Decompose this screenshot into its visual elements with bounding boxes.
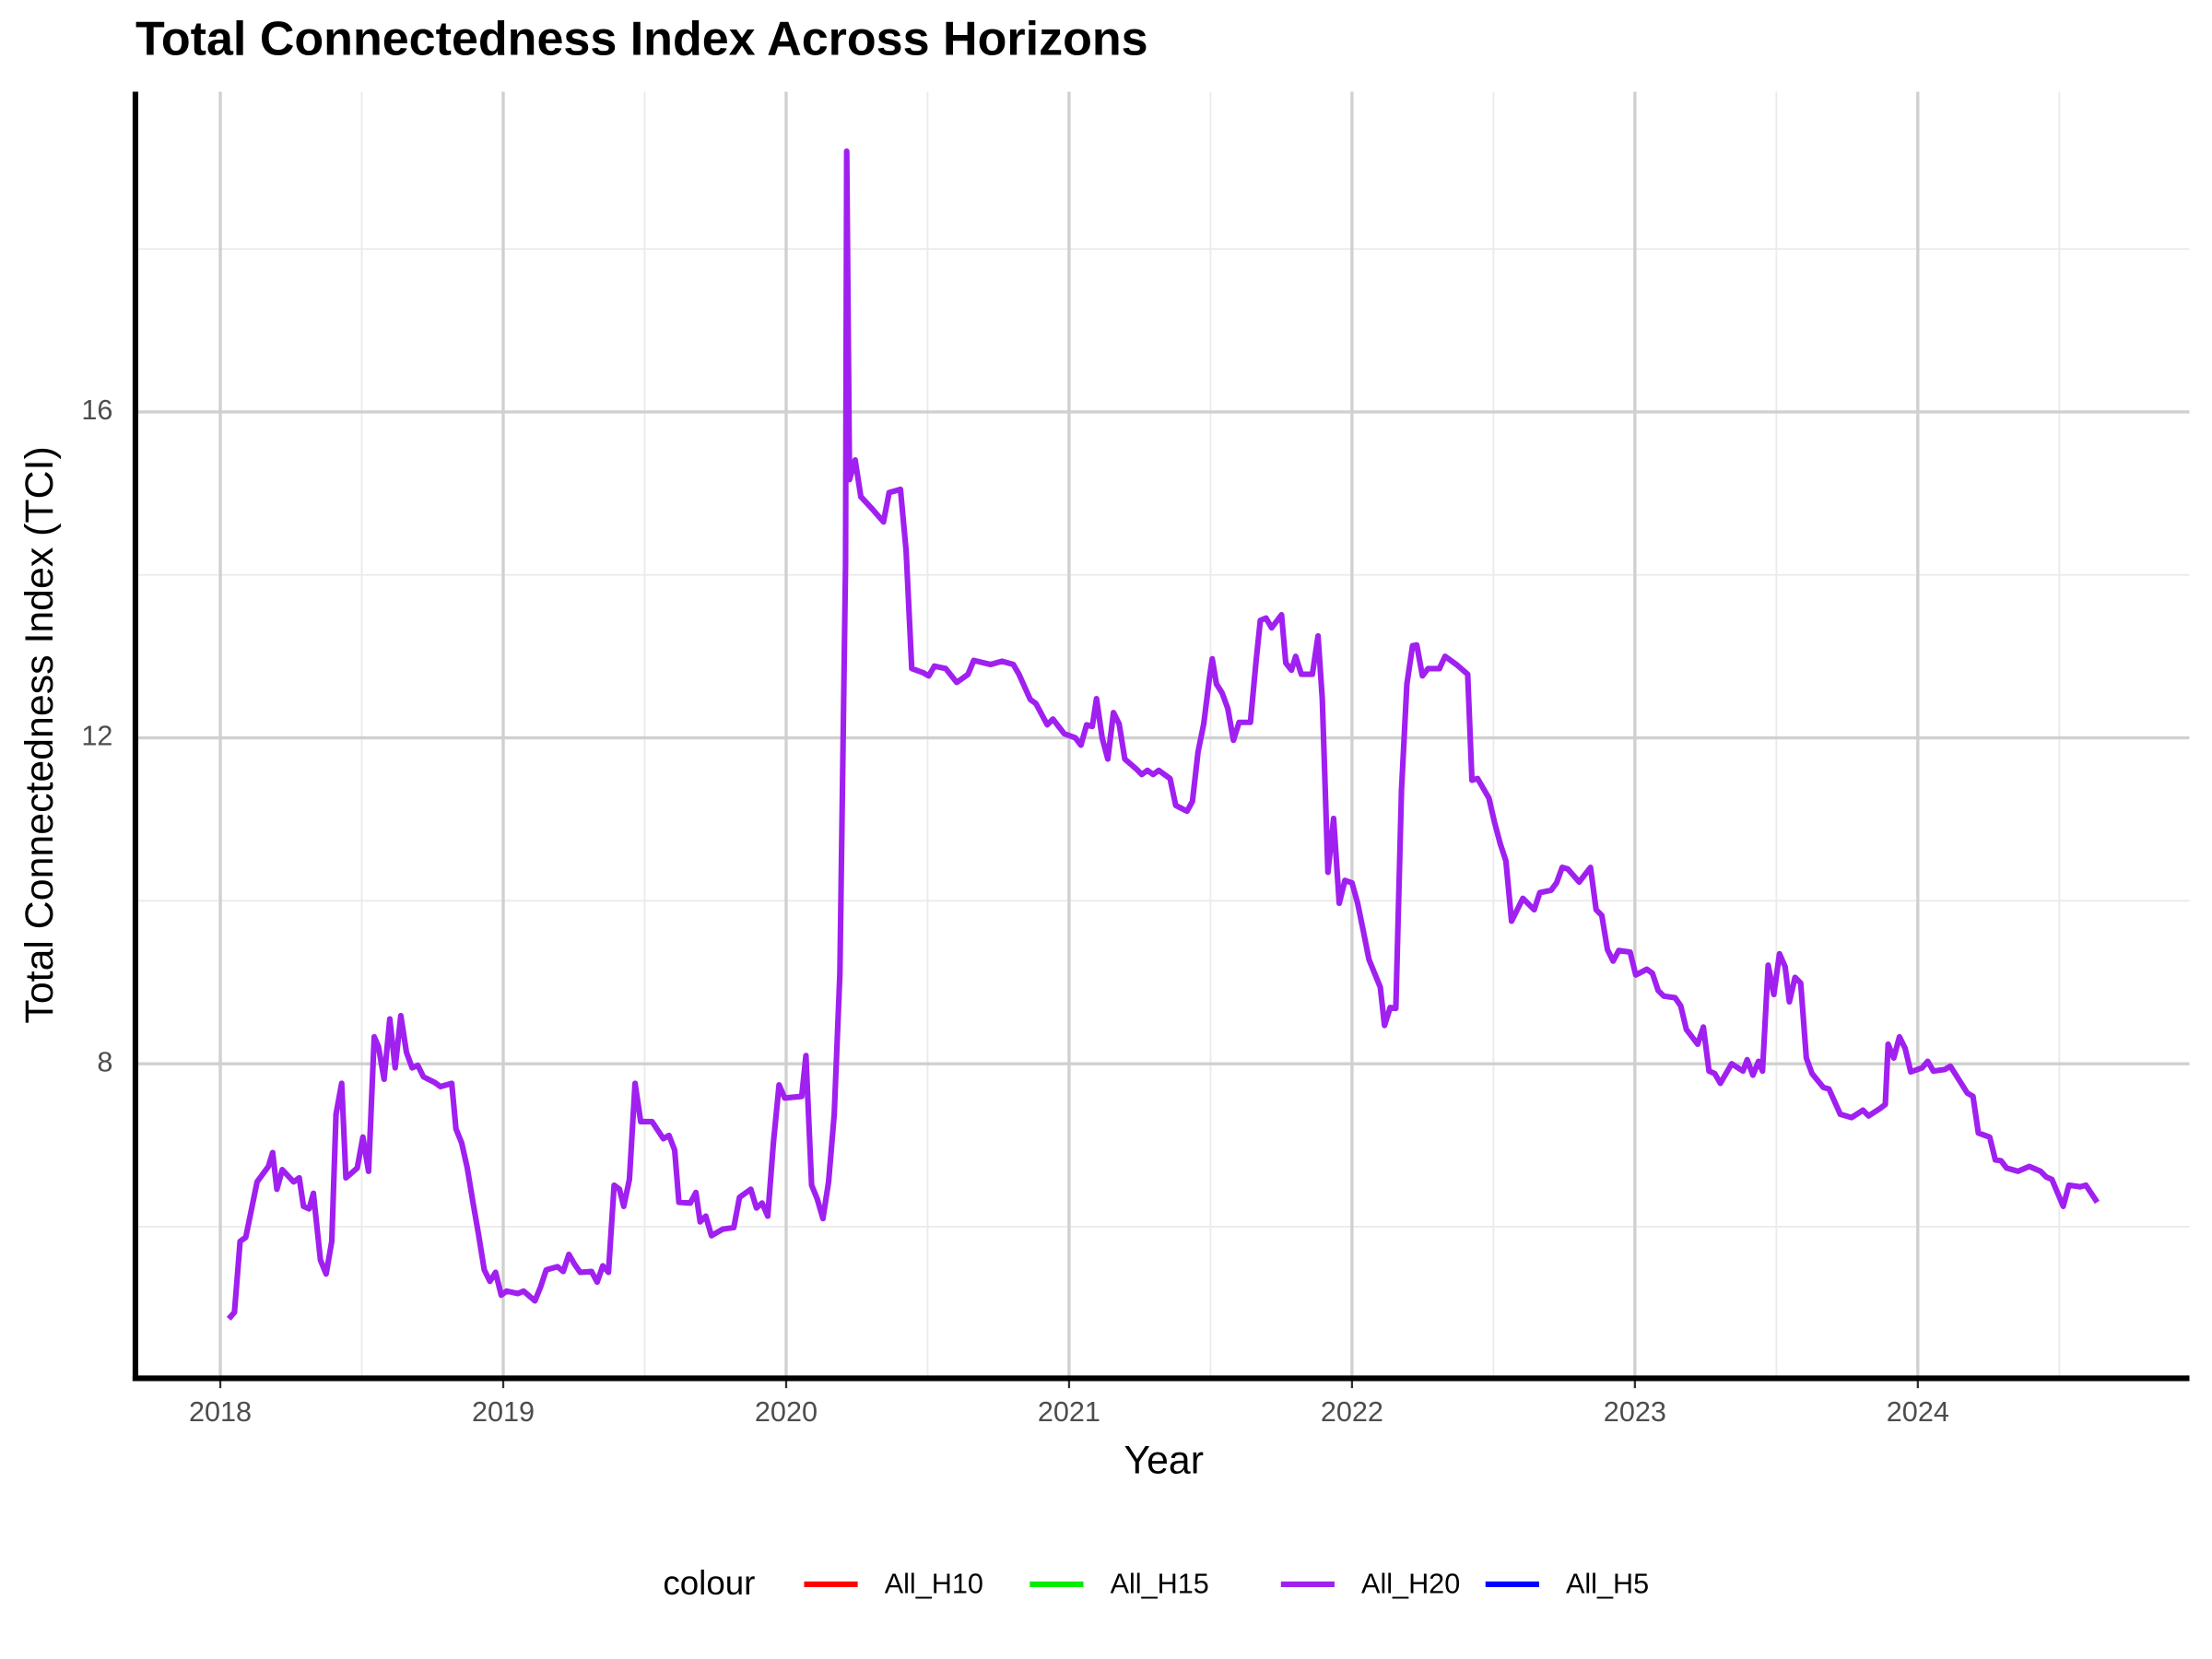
legend-label: All_H10 <box>885 1569 983 1600</box>
x-tick-label: 2019 <box>472 1396 535 1428</box>
series-line <box>226 147 2100 1321</box>
legend-label: All_H15 <box>1111 1569 1209 1600</box>
chart-title: Total Connectedness Index Across Horizon… <box>135 13 1148 66</box>
y-tick-label: 12 <box>81 721 112 752</box>
x-tick-label: 2018 <box>189 1396 252 1428</box>
x-tick-label: 2024 <box>1887 1396 1949 1428</box>
y-axis-title: Total Connectedness Index (TCI) <box>18 446 62 1023</box>
y-tick-label: 16 <box>81 394 112 426</box>
x-tick-label: 2021 <box>1038 1396 1100 1428</box>
legend-title: colour <box>663 1564 755 1602</box>
legend-label: All_H20 <box>1361 1569 1460 1600</box>
grid <box>135 91 2190 1379</box>
x-tick-label: 2023 <box>1604 1396 1666 1428</box>
x-tick-label: 2020 <box>755 1396 818 1428</box>
legend: colour All_H10 All_H15 All_H20 All_H5 <box>663 1564 1649 1602</box>
x-axis-title: Year <box>1124 1439 1204 1483</box>
axes: 8 12 16 2018 2019 2020 2021 2022 2023 2024 <box>81 91 2190 1428</box>
legend-label: All_H5 <box>1566 1569 1649 1600</box>
plot-lines <box>226 147 2100 1321</box>
y-tick-label: 8 <box>97 1046 112 1077</box>
x-tick-label: 2022 <box>1321 1396 1383 1428</box>
